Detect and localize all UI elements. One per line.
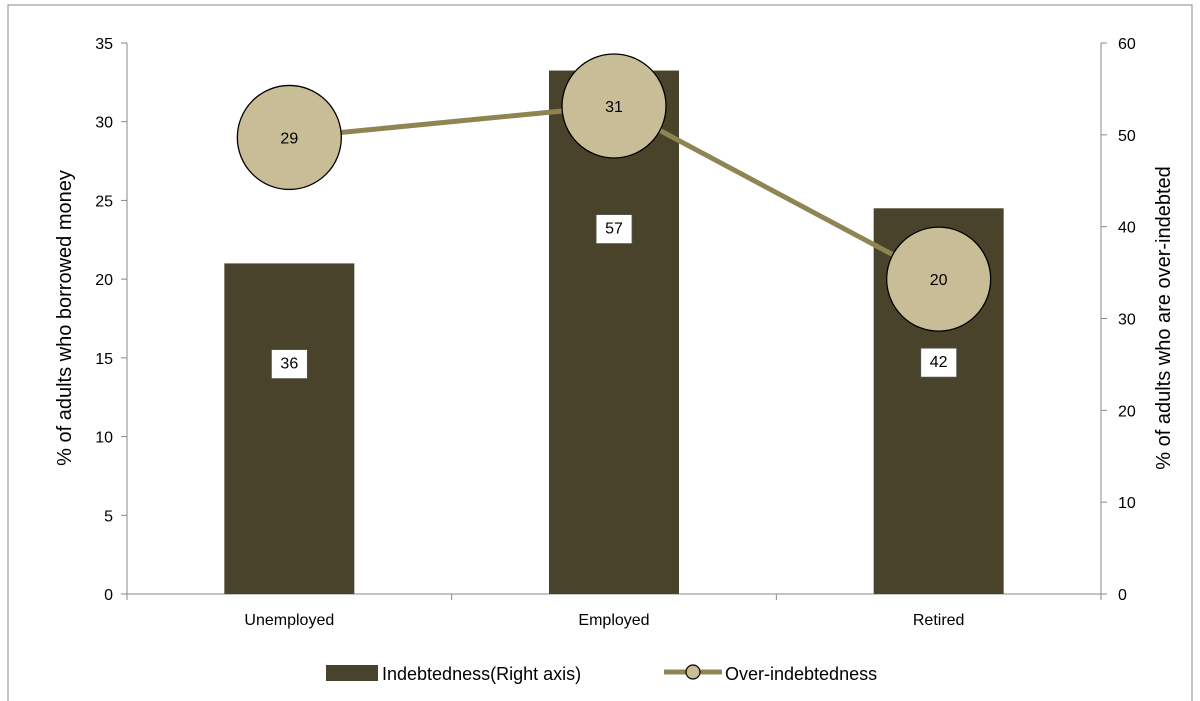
y2-tick-label: 0 [1118,587,1127,604]
y-tick-label: 10 [95,430,113,447]
line-point [886,226,992,332]
data-labels: 29 31 20 36 57 42 [271,99,958,379]
axes: 0 5 10 15 20 25 30 35 0 10 20 30 40 50 60 Unemployed Emp… [95,36,1136,629]
bar-data-label: 42 [930,354,948,371]
y-tick-label: 20 [95,272,113,289]
bar-data-label: 36 [280,356,298,373]
y2-tick-label: 30 [1118,312,1136,329]
legend-line-label: Over-indebtedness [725,664,877,684]
legend-bar-swatch [326,665,378,681]
bar-data-label-box [595,214,633,244]
line-series [236,53,992,332]
legend: Indebtedness(Right axis) Over-indebtedne… [326,664,877,684]
line-data-label: 20 [930,272,948,289]
legend-bar-label: Indebtedness(Right axis) [382,664,581,684]
x-tick-label: Unemployed [244,612,334,629]
x-tick-label: Employed [578,612,649,629]
y2-tick-label: 40 [1118,220,1136,237]
bar-data-label: 57 [605,221,623,238]
y2-tick-label: 60 [1118,36,1136,53]
y-tick-label: 25 [95,193,113,210]
line-data-label: 31 [605,99,623,116]
y2-axis-title: % of adults who are over-indebted [1153,166,1175,470]
y2-tick-label: 50 [1118,128,1136,145]
bar [224,263,355,594]
line-point [561,53,667,159]
y2-tick-label: 20 [1118,403,1136,420]
bar-data-label-box [920,347,958,378]
line-data-label: 29 [280,130,298,147]
y-tick-label: 0 [104,587,113,604]
y-tick-label: 5 [104,508,113,525]
legend-line-marker [685,664,701,680]
y2-tick-label: 10 [1118,495,1136,512]
line-point [236,84,342,191]
y-tick-label: 35 [95,36,113,53]
y-tick-label: 30 [95,115,113,132]
y-tick-label: 15 [95,351,113,368]
y-axis-title: % of adults who borrowed money [54,170,76,466]
bar-data-label-box [271,349,308,379]
x-tick-label: Retired [913,612,965,629]
